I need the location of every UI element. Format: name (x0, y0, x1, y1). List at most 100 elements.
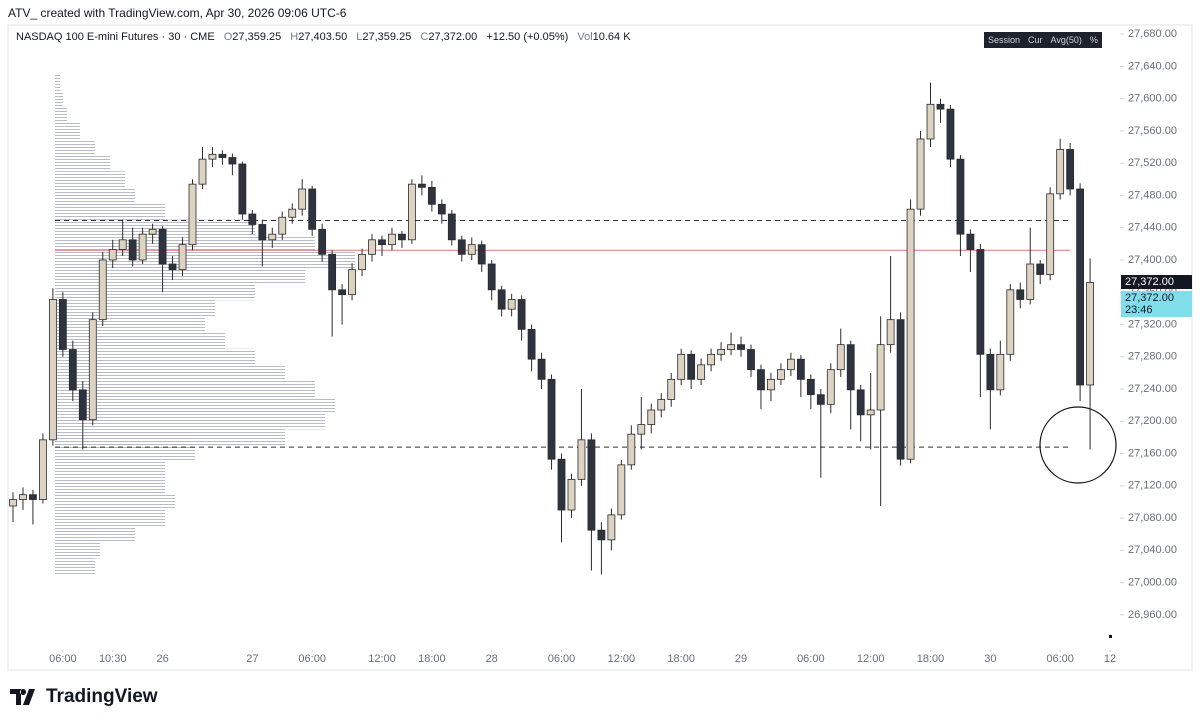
volume-profile-row (55, 397, 335, 414)
candle-body (866, 409, 875, 416)
legend-label: C (420, 31, 429, 43)
candle-body (896, 319, 905, 460)
candle-body (238, 163, 247, 215)
footer-logo: TradingView (10, 686, 158, 708)
candle-body (98, 259, 107, 321)
candle-body (108, 249, 117, 261)
volume-profile-row (55, 510, 165, 527)
profile-settings: Session Cur Avg(50) % (984, 32, 1102, 48)
x-tick-label: 12:00 (857, 653, 885, 665)
volume-profile-row (55, 187, 135, 204)
candle-body (19, 494, 27, 500)
candle-body (1016, 289, 1025, 300)
volume-profile-row (55, 413, 325, 430)
candle-body (427, 186, 436, 205)
legend-value: 27,359.25 (362, 31, 412, 43)
candle-body (1046, 193, 1055, 275)
candle-body (358, 253, 366, 271)
candle-body (926, 103, 935, 140)
volume-profile-row (55, 284, 255, 301)
candle-body (447, 213, 456, 241)
candle-body (667, 378, 676, 400)
candle-body (757, 369, 765, 391)
x-tick-label: 06:00 (797, 653, 825, 665)
volume-profile-row (55, 542, 100, 559)
candle-body (138, 233, 147, 261)
candle-body (158, 228, 167, 265)
x-tick-label: 30 (984, 653, 996, 665)
candle-body (288, 208, 297, 218)
candle-body (148, 228, 157, 235)
candle-body (916, 138, 925, 210)
candle-body (417, 183, 426, 188)
candle-body (826, 369, 835, 405)
candle-body (647, 409, 656, 425)
candle-body (68, 349, 77, 391)
candle-body (278, 216, 287, 235)
candle-body (587, 439, 596, 531)
y-tick-label: 27,680.00 (1128, 28, 1177, 40)
x-tick-label: 06:00 (298, 653, 326, 665)
candle-body (168, 263, 177, 271)
button[interactable]: Cur (1028, 35, 1043, 45)
volume-profile-row (55, 380, 315, 398)
volume-profile-row (55, 74, 60, 91)
last-price: 27,372.00 (1125, 275, 1174, 288)
candle-body (128, 239, 137, 261)
button[interactable]: % (1089, 35, 1098, 45)
candle-body (378, 239, 386, 246)
candle-body (617, 464, 626, 516)
button[interactable]: Session (988, 35, 1021, 45)
x-tick-label: 12 (1104, 653, 1116, 665)
candle-body (597, 529, 606, 541)
legend-change: +12.50 (+0.05%) (486, 31, 569, 43)
y-tick-label: 27,160.00 (1128, 447, 1177, 459)
volume-profile-row (55, 316, 205, 333)
countdown-badge: 27,372.00 23:46 (1121, 290, 1192, 317)
candle-body (946, 108, 955, 160)
candle-body (507, 299, 516, 310)
volume-profile-row (55, 106, 67, 123)
volume-profile-row (55, 122, 80, 139)
candle-body (39, 439, 47, 500)
logo-icon (10, 689, 35, 705)
legend-value: 27,372.00 (428, 31, 478, 43)
x-tick-label: 12:00 (608, 653, 636, 665)
candle-body (577, 439, 586, 480)
candle-body (298, 188, 307, 210)
x-tick-label: 10:30 (99, 653, 127, 665)
y-tick-label: 27,000.00 (1128, 577, 1177, 589)
candle-body (328, 253, 337, 291)
candle-body (29, 494, 37, 500)
button[interactable]: Avg(50) (1050, 35, 1082, 45)
y-tick-label: 26,960.00 (1128, 609, 1177, 621)
candle-body (976, 249, 985, 355)
candle-body (956, 158, 965, 235)
candle-body (607, 514, 616, 541)
volume-profile-row (55, 219, 255, 236)
volume-profile-row (55, 558, 95, 575)
y-tick-label: 27,080.00 (1128, 512, 1177, 524)
y-tick-label: 27,280.00 (1128, 351, 1177, 363)
x-tick-label: 12:00 (368, 653, 396, 665)
symbol: NASDAQ 100 E-mini Futures · 30 · CME (16, 31, 215, 43)
candle-body (487, 263, 496, 291)
candle-body (966, 233, 975, 250)
candle-body (58, 299, 67, 350)
candle-body (737, 344, 745, 350)
candle-body (996, 353, 1005, 391)
y-tick-label: 27,400.00 (1128, 254, 1177, 266)
candle-body (806, 378, 815, 396)
volume-profile-row (55, 332, 225, 349)
candle-body (747, 349, 755, 371)
candle-body (398, 233, 406, 241)
candle-body (777, 369, 785, 380)
candle-body (1066, 149, 1075, 190)
candle-body (836, 344, 845, 371)
y-tick-label: 27,040.00 (1128, 544, 1177, 556)
candle-body (118, 239, 127, 250)
candle-body (318, 228, 327, 255)
legend-label: Vol (577, 31, 593, 43)
candle-body (557, 458, 566, 511)
